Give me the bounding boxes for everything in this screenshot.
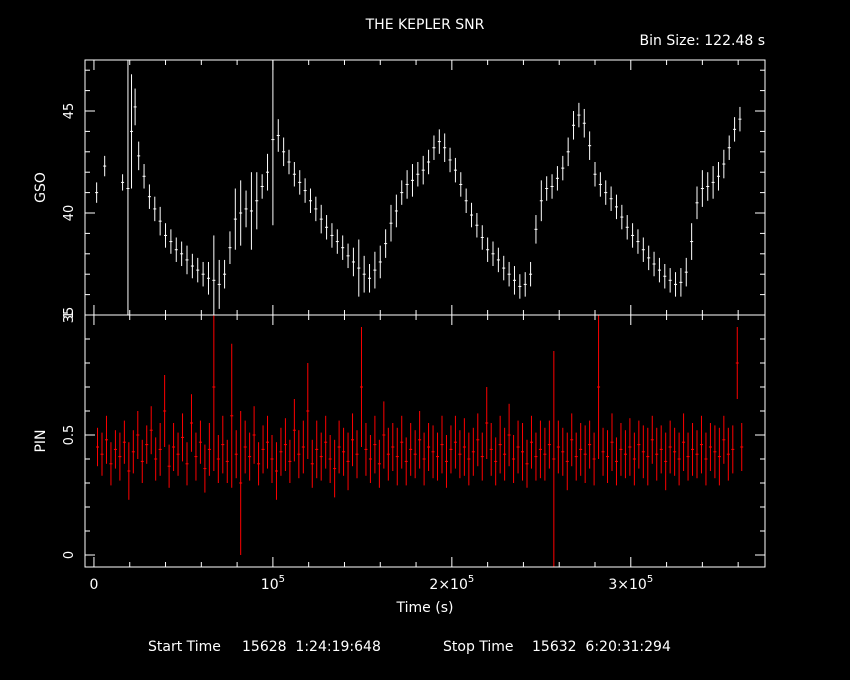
- pin-y-tick-label: 0: [62, 551, 77, 559]
- gso-y-axis-label: GSO: [33, 172, 49, 203]
- pin-series: [96, 315, 744, 567]
- x-tick-label: 2×105: [429, 574, 474, 593]
- bin-size-label: Bin Size: 122.48 s: [640, 33, 765, 49]
- pin-y-tick-label: 0.5: [62, 425, 77, 446]
- gso-y-tick-label: 45: [62, 103, 77, 120]
- x-axis-label: Time (s): [396, 600, 454, 616]
- pin-y-tick-label: 1: [62, 311, 77, 319]
- pin-frame: [84, 314, 766, 568]
- start-time-label: Start Time: [148, 639, 221, 655]
- x-tick-label: 3×105: [608, 574, 653, 593]
- start-time-value: 15628 1:24:19:648: [242, 639, 381, 655]
- stop-time-value: 15632 6:20:31:294: [532, 639, 671, 655]
- chart-title: THE KEPLER SNR: [365, 17, 485, 33]
- stop-time-label: Stop Time: [443, 639, 514, 655]
- pin-y-axis-label: PIN: [33, 429, 49, 452]
- x-tick-label: 0: [89, 577, 98, 593]
- gso-series: [95, 60, 742, 315]
- gso-y-tick-label: 40: [62, 205, 77, 222]
- gso-y-tick-label: 35: [62, 307, 77, 324]
